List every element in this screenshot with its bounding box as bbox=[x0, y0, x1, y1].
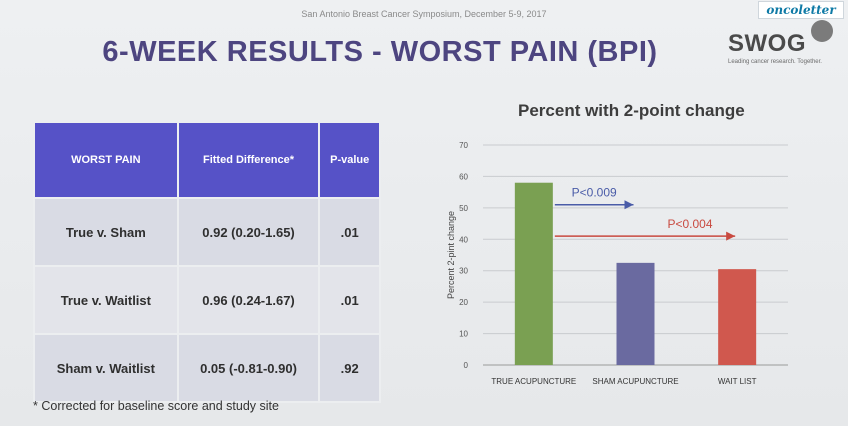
table-row: Sham v. Waitlist 0.05 (-0.81-0.90) .92 bbox=[33, 333, 381, 403]
globe-icon bbox=[811, 20, 833, 42]
table-header: Fitted Difference* bbox=[176, 121, 321, 199]
table-row: True v. Sham 0.92 (0.20-1.65) .01 bbox=[33, 197, 381, 267]
bar-0 bbox=[514, 182, 553, 365]
table-footnote: * Corrected for baseline score and study… bbox=[33, 399, 279, 413]
bar-2 bbox=[718, 269, 757, 365]
bar-chart: 0 10 20 30 40 50 60 70 Percent 2-pint change TRUE… bbox=[446, 141, 788, 386]
y-tick-label: 70 bbox=[459, 141, 468, 150]
table-cell: True v. Waitlist bbox=[33, 265, 179, 335]
y-tick-label: 60 bbox=[459, 172, 468, 181]
table-header: WORST PAIN bbox=[33, 121, 179, 199]
table-header: P-value bbox=[318, 121, 381, 199]
y-tick-label: 50 bbox=[459, 204, 468, 213]
table-cell: 0.92 (0.20-1.65) bbox=[176, 197, 321, 267]
table-cell: True v. Sham bbox=[33, 197, 179, 267]
table-cell: 0.96 (0.24-1.67) bbox=[176, 265, 321, 335]
swog-logo: SWOG Leading cancer research. Together. bbox=[728, 20, 838, 74]
y-tick-label: 20 bbox=[459, 298, 468, 307]
conference-banner: San Antonio Breast Cancer Symposium, Dec… bbox=[301, 9, 547, 19]
table-cell: .01 bbox=[318, 197, 381, 267]
table-cell: 0.05 (-0.81-0.90) bbox=[176, 333, 321, 403]
brand-badge: oncoletter bbox=[758, 1, 844, 19]
y-axis-label: Percent 2-pint change bbox=[446, 211, 456, 299]
chart-title: Percent with 2-point change bbox=[518, 101, 745, 120]
p-value-label: P<0.004 bbox=[667, 217, 712, 231]
p-value-label: P<0.009 bbox=[572, 186, 617, 200]
x-tick-label: WAIT LIST bbox=[718, 377, 757, 386]
table-cell: .92 bbox=[318, 333, 381, 403]
table-cell: Sham v. Waitlist bbox=[33, 333, 179, 403]
table-row: True v. Waitlist 0.96 (0.24-1.67) .01 bbox=[33, 265, 381, 335]
slide-title: 6-WEEK RESULTS - WORST PAIN (BPI) bbox=[102, 36, 658, 68]
logo-tagline: Leading cancer research. Together. bbox=[728, 59, 822, 65]
results-table: WORST PAIN Fitted Difference* P-value Tr… bbox=[33, 121, 381, 403]
logo-name: SWOG bbox=[728, 30, 806, 57]
x-tick-label: TRUE ACUPUNCTURE bbox=[491, 377, 576, 386]
y-tick-label: 0 bbox=[464, 361, 469, 370]
x-tick-label: SHAM ACUPUNCTURE bbox=[592, 377, 678, 386]
y-tick-label: 10 bbox=[459, 330, 468, 339]
bar-1 bbox=[616, 262, 655, 365]
y-tick-label: 40 bbox=[459, 235, 468, 244]
table-cell: .01 bbox=[318, 265, 381, 335]
y-tick-label: 30 bbox=[459, 267, 468, 276]
